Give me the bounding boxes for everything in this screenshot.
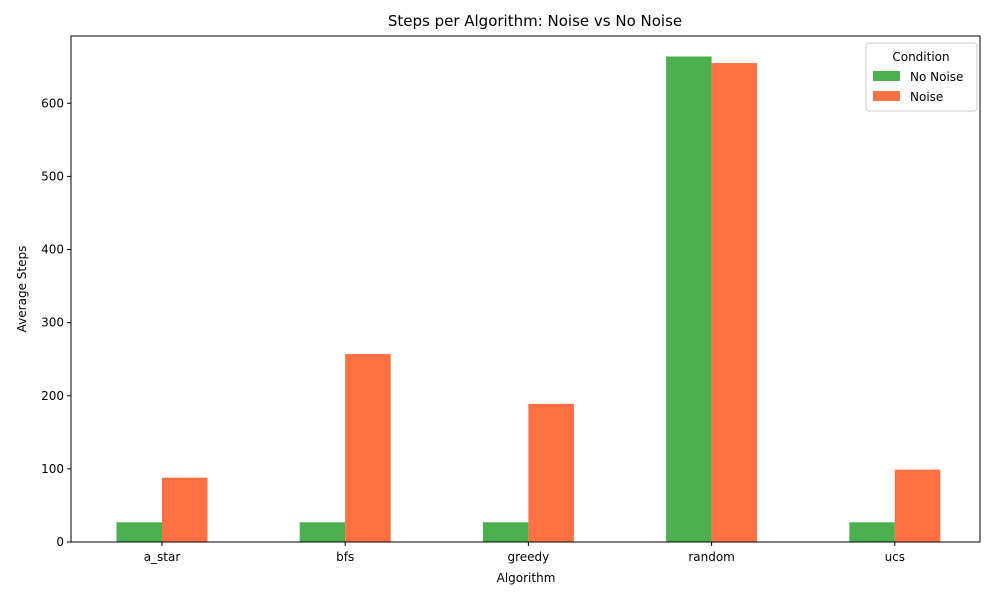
- bar-no-noise-ucs: [849, 522, 895, 542]
- y-axis: 0 100 200 300 400 500 600: [41, 96, 71, 549]
- legend-swatch-no-noise: [873, 71, 900, 81]
- bar-no-noise-greedy: [482, 522, 529, 542]
- y-tick-label: 500: [41, 169, 64, 183]
- bar-noise-bfs: [345, 354, 391, 542]
- legend-label-no-noise: No Noise: [910, 70, 963, 84]
- x-tick-label: ucs: [885, 550, 905, 564]
- legend: Condition No Noise Noise: [865, 42, 978, 112]
- y-tick-label: 400: [41, 243, 64, 257]
- plot-frame: [70, 35, 981, 543]
- legend-title: Condition: [892, 50, 949, 64]
- legend-label-noise: Noise: [910, 90, 943, 104]
- chart-title: Steps per Algorithm: Noise vs No Noise: [388, 12, 682, 30]
- bars-group: [116, 56, 941, 543]
- x-tick-label: random: [688, 550, 735, 564]
- y-tick-label: 100: [41, 462, 64, 476]
- x-axis-label: Algorithm: [497, 571, 556, 585]
- y-axis-label: Average Steps: [15, 246, 29, 333]
- bar-no-noise-bfs: [299, 522, 346, 542]
- y-tick-label: 200: [41, 389, 64, 403]
- y-tick-label: 600: [41, 96, 64, 110]
- x-tick-label: a_star: [144, 550, 181, 564]
- bar-noise-ucs: [894, 469, 941, 542]
- y-tick-label: 300: [41, 316, 64, 330]
- bar-no-noise-a-star: [116, 522, 162, 542]
- x-axis: a_star bfs greedy random ucs: [144, 542, 905, 564]
- bar-noise-a-star: [162, 477, 208, 542]
- bar-noise-random: [711, 63, 758, 543]
- y-tick-label: 0: [56, 535, 64, 549]
- bar-no-noise-random: [666, 56, 712, 542]
- bar-noise-greedy: [528, 403, 574, 542]
- x-tick-label: greedy: [508, 550, 550, 564]
- x-tick-label: bfs: [336, 550, 354, 564]
- legend-swatch-noise: [873, 91, 900, 101]
